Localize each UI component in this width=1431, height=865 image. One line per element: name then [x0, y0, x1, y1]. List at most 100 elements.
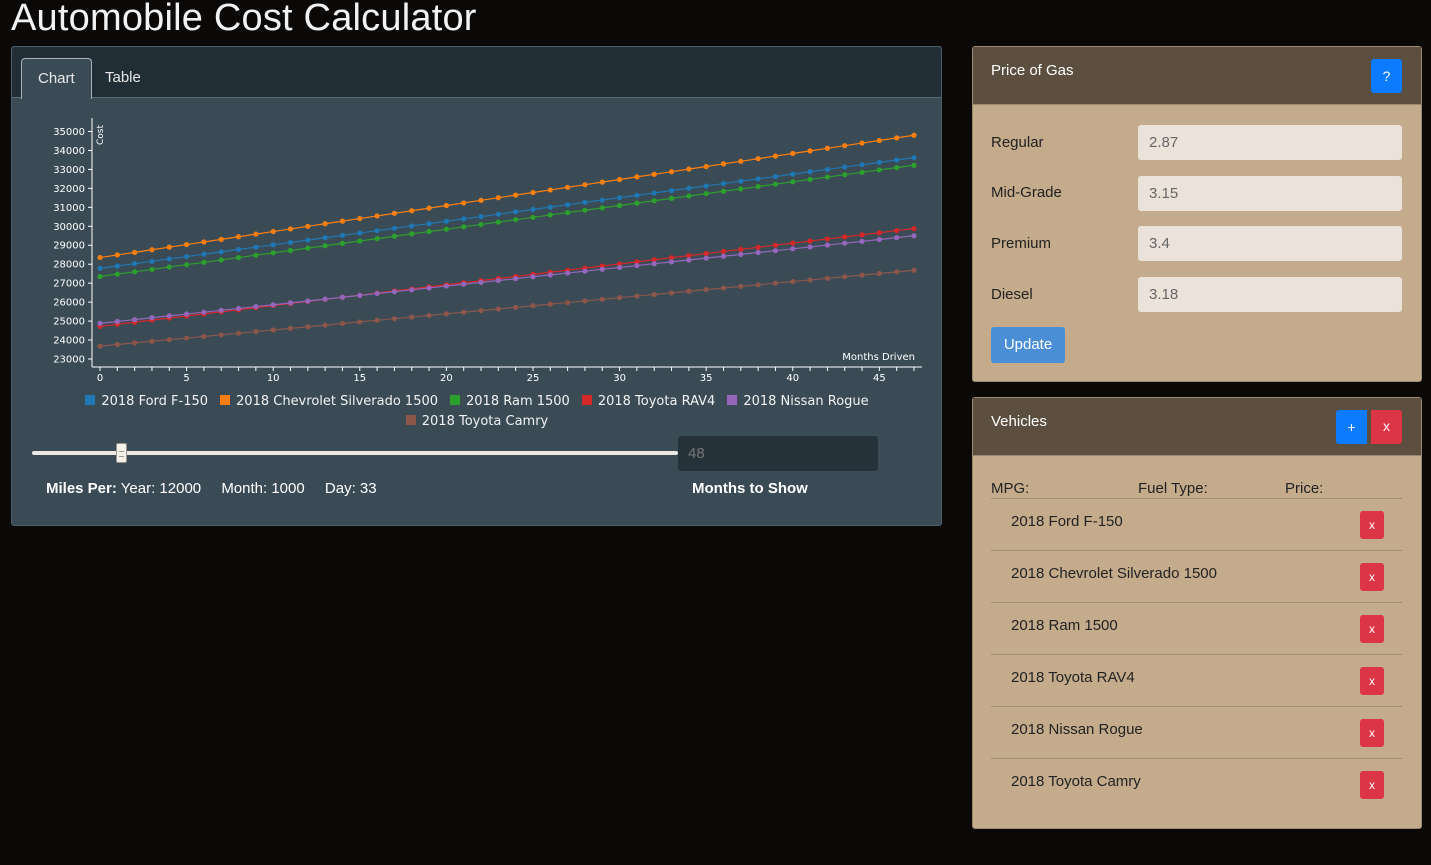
- data-point: [443, 202, 449, 209]
- delete-vehicle-button[interactable]: x: [1360, 719, 1384, 747]
- series-line: [99, 164, 915, 278]
- data-point: [409, 287, 415, 293]
- data-point: [409, 208, 415, 214]
- update-button[interactable]: Update: [991, 327, 1065, 363]
- legend-label: 2018 Toyota RAV4: [597, 394, 716, 409]
- months-slider-track[interactable]: [32, 451, 678, 455]
- data-point: [547, 204, 553, 210]
- gas-input-diesel[interactable]: [1138, 277, 1402, 312]
- data-point: [530, 303, 536, 309]
- series-line: [99, 227, 915, 327]
- vehicle-row: 2018 Chevrolet Silverado 1500 x: [991, 551, 1402, 603]
- data-point: [391, 289, 398, 295]
- data-point: [807, 244, 813, 250]
- delete-vehicle-button[interactable]: x: [1360, 563, 1384, 591]
- vehicle-name: 2018 Ford F-150: [1011, 513, 1123, 530]
- data-point: [565, 184, 571, 190]
- vehicles-panel-title: Vehicles: [991, 413, 1047, 430]
- data-point: [720, 285, 727, 291]
- data-point: [461, 216, 467, 222]
- data-point: [824, 275, 831, 281]
- gas-input-premium[interactable]: [1138, 226, 1402, 261]
- data-point: [97, 343, 103, 349]
- data-point: [166, 337, 172, 343]
- data-point: [478, 308, 484, 314]
- data-point: [755, 282, 761, 288]
- data-point: [738, 251, 744, 257]
- x-tick-label: 5: [183, 373, 189, 384]
- add-vehicle-button[interactable]: +: [1336, 410, 1367, 444]
- y-tick-label: 24000: [53, 336, 85, 347]
- data-point: [755, 156, 761, 162]
- vehicle-row: 2018 Toyota RAV4 x: [991, 655, 1402, 707]
- data-point: [651, 171, 657, 177]
- data-point: [409, 223, 415, 229]
- tab-table[interactable]: Table: [105, 69, 141, 86]
- data-point: [738, 283, 744, 290]
- data-point: [443, 226, 449, 232]
- data-point: [357, 230, 363, 236]
- data-point: [305, 237, 311, 243]
- data-point: [218, 249, 224, 255]
- gas-input-mid-grade[interactable]: [1138, 176, 1402, 211]
- delete-vehicle-button[interactable]: x: [1360, 667, 1384, 695]
- data-point: [894, 164, 900, 171]
- months-to-show-input[interactable]: [678, 436, 878, 471]
- miles-per-day: Day: 33: [324, 480, 377, 497]
- data-point: [530, 214, 536, 220]
- y-tick-label: 31000: [53, 203, 85, 214]
- data-point: [235, 246, 242, 253]
- data-point: [166, 244, 172, 250]
- data-point: [357, 292, 363, 298]
- data-point: [911, 155, 917, 161]
- data-point: [530, 274, 536, 280]
- data-point: [132, 340, 138, 346]
- data-point: [339, 320, 346, 327]
- data-point: [305, 223, 311, 229]
- data-point: [634, 293, 640, 299]
- gas-price-panel: Price of Gas ? Regular Mid-Grade Premium…: [972, 46, 1422, 382]
- data-point: [565, 270, 571, 276]
- data-point: [720, 253, 727, 259]
- data-point: [478, 221, 484, 228]
- series-2018-nissan-rogue: [97, 233, 917, 326]
- data-point: [97, 320, 103, 326]
- data-point: [322, 296, 328, 302]
- data-point: [183, 241, 190, 248]
- months-slider-thumb[interactable]: [116, 443, 127, 463]
- legend-item: 2018 Toyota Camry: [405, 412, 548, 432]
- x-axis-label: Months Driven: [842, 352, 915, 363]
- data-point: [409, 314, 415, 320]
- data-point: [859, 272, 865, 278]
- delete-vehicle-button[interactable]: x: [1360, 511, 1384, 539]
- data-point: [703, 287, 709, 293]
- help-button[interactable]: ?: [1371, 59, 1402, 93]
- delete-vehicle-button[interactable]: x: [1360, 771, 1384, 799]
- tab-chart[interactable]: Chart: [21, 58, 92, 99]
- data-point: [443, 283, 449, 289]
- data-point: [201, 259, 207, 265]
- data-point: [513, 304, 519, 310]
- data-point: [842, 234, 848, 240]
- data-point: [616, 195, 623, 201]
- delete-vehicle-button[interactable]: x: [1360, 615, 1384, 643]
- months-to-show-label: Months to Show: [692, 480, 808, 497]
- data-point: [114, 341, 120, 348]
- data-point: [235, 330, 242, 336]
- data-point: [824, 174, 831, 180]
- series-line: [99, 269, 915, 347]
- data-point: [426, 312, 432, 319]
- data-point: [738, 178, 744, 184]
- data-point: [97, 273, 103, 280]
- data-point: [582, 207, 588, 213]
- close-vehicles-button[interactable]: x: [1371, 410, 1402, 444]
- data-point: [703, 255, 709, 261]
- x-axis: 0 5 10 15 20 25 30 35 40 45: [92, 366, 922, 384]
- gas-input-regular[interactable]: [1138, 125, 1402, 160]
- data-point: [547, 272, 553, 278]
- data-point: [651, 190, 657, 196]
- data-point: [738, 246, 744, 252]
- data-point: [374, 236, 380, 242]
- gas-panel-title: Price of Gas: [991, 62, 1074, 79]
- data-point: [876, 167, 882, 173]
